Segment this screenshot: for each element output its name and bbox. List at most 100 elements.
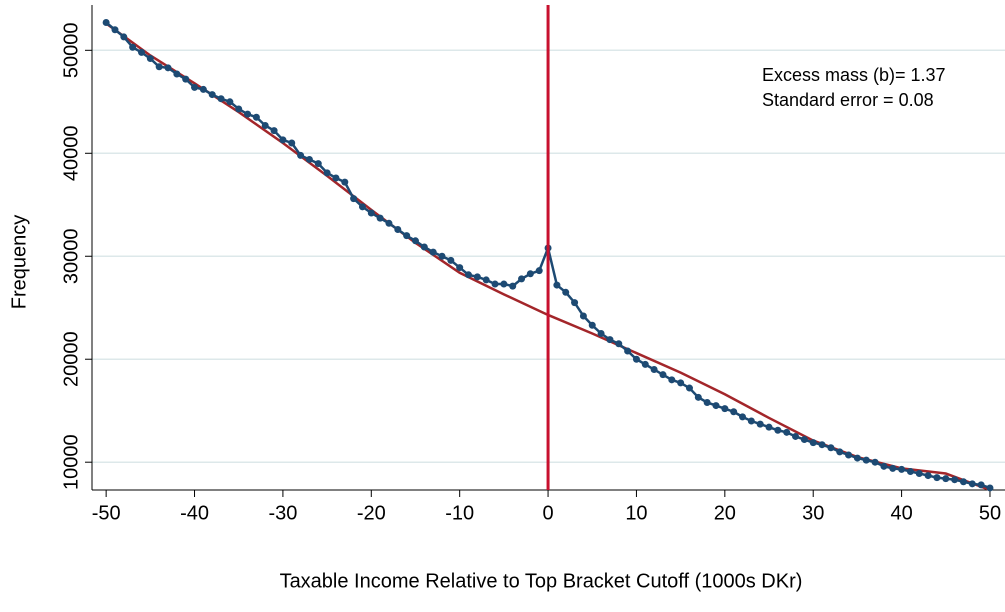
data-point bbox=[376, 214, 384, 222]
data-point bbox=[933, 474, 941, 482]
data-point bbox=[411, 237, 419, 245]
data-point bbox=[429, 248, 437, 256]
x-tick-label: -10 bbox=[445, 502, 474, 524]
data-point bbox=[155, 63, 163, 71]
data-point bbox=[880, 462, 888, 470]
data-point bbox=[358, 203, 366, 211]
data-point bbox=[615, 340, 623, 348]
data-point bbox=[235, 105, 243, 113]
data-point bbox=[323, 169, 331, 177]
data-point bbox=[509, 282, 517, 290]
data-point bbox=[252, 113, 260, 121]
data-point bbox=[102, 19, 110, 27]
x-axis-label: Taxable Income Relative to Top Bracket C… bbox=[280, 570, 803, 592]
y-tick-label: 50000 bbox=[60, 22, 82, 78]
data-point bbox=[571, 299, 579, 307]
data-point bbox=[350, 195, 358, 203]
data-point bbox=[836, 448, 844, 456]
data-point bbox=[871, 458, 879, 466]
data-point bbox=[624, 347, 632, 355]
y-tick-label: 20000 bbox=[60, 331, 82, 387]
x-tick-label: 0 bbox=[542, 502, 553, 524]
data-point bbox=[579, 312, 587, 320]
data-point bbox=[217, 95, 225, 103]
data-point bbox=[447, 256, 455, 264]
y-axis-label: Frequency bbox=[8, 215, 30, 310]
data-point bbox=[862, 456, 870, 464]
data-point bbox=[959, 478, 967, 486]
data-point bbox=[606, 336, 614, 344]
data-point bbox=[906, 467, 914, 475]
data-point bbox=[818, 441, 826, 449]
data-point bbox=[694, 393, 702, 401]
data-point bbox=[756, 420, 764, 428]
x-tick-label: -50 bbox=[92, 502, 121, 524]
data-point bbox=[465, 271, 473, 279]
data-point bbox=[314, 160, 322, 168]
data-point bbox=[270, 127, 278, 135]
data-point bbox=[305, 155, 313, 163]
data-point bbox=[588, 321, 596, 329]
x-tick-label: 20 bbox=[714, 502, 736, 524]
data-point bbox=[137, 48, 145, 56]
data-point bbox=[279, 136, 287, 144]
data-point bbox=[809, 439, 817, 447]
data-point bbox=[199, 85, 207, 93]
data-point bbox=[438, 252, 446, 260]
data-point bbox=[111, 26, 119, 34]
data-point bbox=[712, 402, 720, 410]
data-point bbox=[482, 276, 490, 284]
data-point bbox=[535, 267, 543, 275]
data-point bbox=[394, 225, 402, 233]
data-point bbox=[553, 281, 561, 289]
data-point bbox=[120, 33, 128, 41]
data-point bbox=[456, 264, 464, 272]
data-point bbox=[659, 371, 667, 379]
data-point bbox=[677, 379, 685, 387]
data-point bbox=[500, 280, 508, 288]
data-point bbox=[739, 413, 747, 421]
y-tick-label: 10000 bbox=[60, 434, 82, 490]
x-tick-label: 10 bbox=[625, 502, 647, 524]
data-point bbox=[261, 121, 269, 129]
data-point bbox=[951, 476, 959, 484]
data-point bbox=[800, 436, 808, 444]
data-point bbox=[420, 243, 428, 251]
data-point bbox=[977, 481, 985, 489]
data-point bbox=[288, 139, 296, 147]
data-point bbox=[641, 360, 649, 368]
data-point bbox=[827, 444, 835, 452]
x-tick-label: 40 bbox=[890, 502, 912, 524]
y-tick-label: 40000 bbox=[60, 125, 82, 181]
data-point bbox=[182, 75, 190, 83]
x-tick-label: -20 bbox=[357, 502, 386, 524]
data-point bbox=[924, 472, 932, 480]
annotation: Excess mass (b)= 1.37 bbox=[762, 65, 946, 85]
data-point bbox=[632, 355, 640, 363]
data-point bbox=[518, 275, 526, 283]
data-point bbox=[845, 451, 853, 459]
data-point bbox=[597, 329, 605, 337]
data-point bbox=[129, 43, 137, 51]
data-point bbox=[968, 480, 976, 488]
data-point bbox=[685, 384, 693, 392]
data-point bbox=[244, 110, 252, 118]
data-point bbox=[721, 405, 729, 413]
data-point bbox=[562, 288, 570, 296]
data-point bbox=[491, 280, 499, 288]
data-point bbox=[792, 432, 800, 440]
data-point bbox=[774, 426, 782, 434]
data-point bbox=[783, 428, 791, 436]
data-point bbox=[942, 475, 950, 483]
data-point bbox=[341, 178, 349, 186]
y-tick-label: 30000 bbox=[60, 228, 82, 284]
data-point bbox=[747, 417, 755, 425]
data-point bbox=[765, 423, 773, 431]
x-tick-label: 30 bbox=[802, 502, 824, 524]
data-point bbox=[208, 91, 216, 99]
annotation: Standard error = 0.08 bbox=[762, 90, 934, 110]
data-point bbox=[915, 470, 923, 478]
data-point bbox=[730, 408, 738, 416]
data-point bbox=[164, 64, 172, 72]
